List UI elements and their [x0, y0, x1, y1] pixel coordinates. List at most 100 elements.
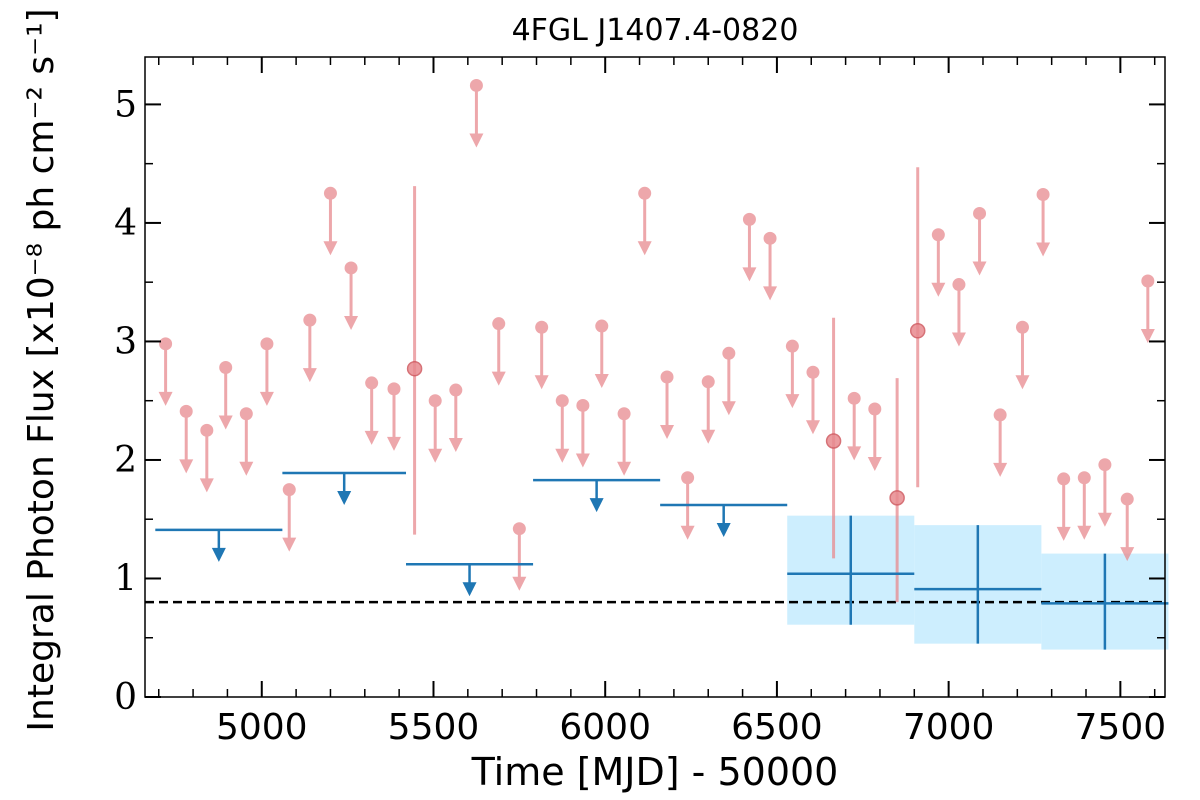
upper-limit-arrowhead — [972, 261, 987, 276]
short-bin-upper-limit — [1097, 458, 1112, 527]
short-bin-upper-limit — [1120, 492, 1135, 562]
upper-limit-point — [701, 375, 715, 389]
upper-limit-arrowhead — [218, 415, 233, 430]
upper-limit-point — [973, 206, 987, 220]
upper-limit-arrowhead — [680, 525, 695, 540]
upper-limit-point — [595, 319, 609, 333]
upper-limit-arrowhead — [1036, 242, 1051, 257]
upper-limit-arrowhead — [575, 453, 590, 468]
y-tick-label: 3 — [114, 321, 137, 362]
upper-limit-arrowhead — [951, 332, 966, 347]
short-bin-upper-limit — [742, 212, 757, 282]
upper-limit-arrowhead — [805, 420, 820, 435]
x-tick-label: 5000 — [216, 707, 308, 748]
upper-limit-arrowhead — [660, 425, 675, 439]
upper-limit-point — [323, 186, 337, 200]
short-bin-upper-limit — [555, 394, 570, 463]
upper-limit-arrowhead — [1077, 525, 1092, 540]
upper-limit-arrowhead — [701, 429, 716, 444]
upper-limit-point — [681, 471, 695, 485]
x-tick-label: 6500 — [731, 707, 823, 748]
short-bin-upper-limit — [448, 383, 463, 453]
short-bin-upper-limit — [594, 319, 609, 389]
short-bin-detection — [889, 378, 905, 603]
upper-limit-arrowhead — [742, 267, 757, 282]
upper-limit-point — [993, 408, 1007, 422]
upper-limit-arrowhead — [594, 374, 609, 389]
upper-limit-point — [469, 78, 483, 92]
upper-limit-arrowhead — [344, 315, 359, 330]
upper-limit-arrowhead — [179, 459, 194, 474]
long-bin-arrowhead — [716, 523, 731, 537]
short-bin-upper-limit — [721, 346, 736, 416]
upper-limit-arrowhead — [491, 371, 506, 386]
upper-limit-point — [785, 339, 799, 353]
upper-limit-point — [179, 404, 193, 418]
short-bin-detection — [825, 317, 842, 559]
upper-limit-point — [576, 398, 590, 412]
long-bin-detection — [787, 515, 915, 625]
upper-limit-point — [868, 402, 882, 416]
short-bin-upper-limit — [972, 206, 987, 276]
short-bin-upper-limit — [993, 408, 1008, 477]
upper-limit-arrowhead — [1140, 329, 1155, 343]
upper-limit-point — [260, 337, 274, 351]
detection-point — [889, 490, 905, 506]
long-bin-upper-limit — [406, 563, 534, 597]
upper-limit-point — [660, 370, 674, 384]
plot-frame — [144, 56, 1166, 698]
x-tick-label: 5500 — [388, 707, 480, 748]
long-bin-arrowhead — [337, 491, 352, 505]
short-bin-upper-limit — [239, 407, 254, 476]
y-tick-label: 1 — [114, 558, 137, 599]
short-bin-upper-limit — [951, 278, 966, 347]
upper-limit-point — [492, 317, 506, 331]
upper-limit-point — [1015, 320, 1029, 334]
x-tick-label: 6000 — [559, 707, 651, 748]
upper-limit-point — [1141, 274, 1155, 288]
upper-limit-arrowhead — [1015, 375, 1030, 390]
short-bin-upper-limit — [1077, 471, 1092, 540]
long-bin-detection — [1041, 553, 1169, 650]
chart-title: 4FGL J1407.4-0820 — [512, 13, 799, 48]
upper-limit-point — [303, 313, 317, 327]
upper-limit-point — [200, 423, 214, 437]
upper-limit-point — [952, 278, 966, 292]
short-bin-upper-limit — [179, 404, 194, 474]
upper-limit-arrowhead — [1097, 512, 1112, 527]
short-bin-upper-limit — [575, 398, 590, 468]
upper-limit-arrowhead — [763, 286, 778, 301]
upper-limit-arrowhead — [364, 430, 379, 445]
short-bin-upper-limit — [158, 337, 173, 406]
short-bin-upper-limit — [1056, 472, 1071, 541]
upper-limit-point — [638, 186, 652, 200]
upper-limit-point — [742, 212, 756, 226]
short-bin-upper-limit — [617, 407, 632, 476]
upper-limit-point — [219, 361, 233, 375]
upper-limit-point — [1057, 472, 1071, 486]
upper-limit-arrowhead — [448, 438, 463, 453]
short-bin-upper-limit — [469, 78, 484, 148]
short-bin-upper-limit — [931, 228, 946, 297]
short-bin-upper-limit — [534, 320, 549, 390]
short-bin-upper-limit — [386, 382, 401, 451]
short-bin-upper-limit — [680, 471, 695, 540]
short-bin-upper-limit — [282, 483, 297, 552]
long-bin-upper-limit — [660, 503, 788, 537]
upper-limit-point — [428, 394, 442, 408]
upper-limit-arrowhead — [617, 461, 632, 476]
upper-limit-arrowhead — [239, 461, 254, 476]
short-bin-upper-limit — [1140, 274, 1155, 343]
upper-limit-arrowhead — [931, 282, 946, 297]
long-bin-arrowhead — [211, 547, 226, 562]
upper-limit-arrowhead — [721, 401, 736, 416]
short-bin-upper-limit — [323, 186, 338, 256]
axis-ticks: 5000 5500 6000 6500 7000 7500 0 1 2 3 4 5 — [114, 57, 1166, 748]
short-bin-upper-limit — [847, 391, 862, 461]
upper-limit-point — [1077, 471, 1091, 485]
upper-limit-point — [282, 483, 296, 497]
x-tick-label: 7000 — [903, 707, 995, 748]
upper-limit-arrowhead — [323, 241, 338, 256]
